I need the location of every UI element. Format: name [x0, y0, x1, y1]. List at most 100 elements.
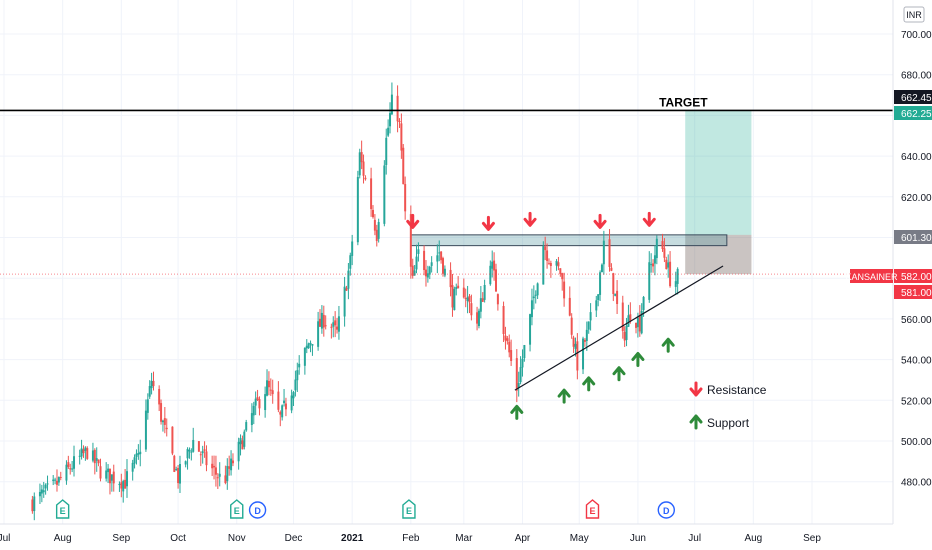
candle-body — [529, 314, 532, 345]
candle-body — [163, 418, 166, 425]
candle-body — [290, 395, 293, 411]
time-tick-label: Oct — [170, 533, 186, 544]
price-label-text: 581.00 — [901, 288, 932, 299]
candle-body — [600, 264, 603, 273]
time-tick-label: Apr — [515, 533, 531, 544]
candle-body — [124, 479, 127, 489]
price-label-tag — [894, 230, 932, 244]
candle-body — [303, 347, 306, 366]
candle-body — [572, 337, 575, 347]
candle-body — [332, 322, 335, 327]
price-axis[interactable]: 480.00500.00520.00540.00560.00580.00600.… — [845, 0, 932, 550]
candle-body — [443, 268, 446, 276]
price-tick-label: 540.00 — [901, 356, 932, 367]
price-tick-label: 640.00 — [901, 152, 932, 163]
candle-body — [676, 268, 679, 284]
candle-body — [243, 431, 246, 447]
candle-body — [203, 449, 206, 451]
candle-body — [674, 281, 677, 287]
candle-body — [231, 460, 234, 464]
time-tick-label: Jul — [688, 533, 701, 544]
candle-body — [377, 222, 380, 239]
candle-body — [356, 176, 359, 243]
price-tick-label: 520.00 — [901, 396, 932, 407]
candle-body — [597, 294, 600, 300]
time-axis[interactable]: Jul Aug Sep Oct Nov Dec 2021 Feb Mar Apr May Jun Jul… — [0, 499, 932, 550]
candle-body — [568, 297, 571, 316]
candle-body — [324, 325, 327, 327]
resistance-zone — [410, 234, 728, 247]
arrow-head — [523, 217, 537, 227]
arrow-head — [689, 387, 703, 397]
candle-body — [375, 229, 378, 241]
candle-body — [638, 315, 641, 332]
candle-body — [307, 343, 310, 349]
support-arrow-icon — [557, 388, 571, 404]
resistance-legend-icon — [689, 381, 703, 397]
candle-body — [536, 283, 539, 296]
candle-body — [667, 262, 670, 268]
candle-body — [453, 288, 456, 311]
candle-body — [97, 459, 100, 464]
event-shape — [657, 501, 675, 519]
candle-body — [283, 400, 286, 404]
price-label-tag — [894, 90, 932, 104]
candle-body — [160, 403, 163, 422]
candle-body — [258, 399, 261, 409]
event-letter: E — [406, 506, 412, 516]
candle-body — [515, 358, 518, 391]
candle-body — [65, 464, 68, 481]
candle-body — [78, 455, 81, 457]
candle-body — [343, 286, 346, 317]
candle-body — [387, 127, 390, 136]
candle-body — [669, 261, 672, 287]
price-label-tag — [894, 106, 932, 120]
candle-body — [494, 269, 497, 292]
candle-body — [462, 287, 465, 298]
candles — [31, 82, 679, 521]
candle-body — [440, 251, 443, 261]
candle-body — [218, 473, 221, 477]
candle-body — [371, 209, 374, 218]
candle-body — [144, 410, 147, 450]
candle-body — [602, 240, 605, 265]
candle-body — [464, 298, 467, 300]
candle-body — [547, 263, 550, 265]
candle-body — [481, 298, 484, 302]
candle-body — [489, 265, 492, 285]
time-tick-label: Feb — [402, 533, 420, 544]
time-tick-label: Nov — [228, 533, 246, 544]
candle-body — [228, 466, 231, 469]
arrow-head — [612, 366, 626, 376]
candle-body — [46, 483, 49, 485]
candle-body — [44, 484, 47, 489]
candle-body — [334, 320, 337, 326]
candle-body — [640, 310, 643, 334]
event-letter: E — [60, 506, 66, 516]
candle-body — [322, 314, 325, 328]
candle-body — [599, 272, 602, 295]
candle-body — [534, 294, 537, 296]
candle-body — [237, 441, 240, 462]
candle-body — [470, 303, 473, 316]
target-label: TARGET — [659, 95, 708, 109]
candle-body — [610, 267, 613, 271]
candle-body — [642, 296, 645, 310]
candle-body — [69, 468, 72, 470]
candle-body — [559, 268, 562, 275]
candle-body — [133, 457, 136, 464]
price-tick-label: 680.00 — [901, 71, 932, 82]
candle-body — [623, 331, 626, 341]
candle-body — [428, 266, 431, 275]
candle-body — [650, 264, 653, 266]
candle-body — [351, 241, 354, 256]
arrow-head — [582, 376, 596, 386]
candle-body — [653, 255, 656, 264]
support-arrow-icon — [631, 351, 645, 367]
candle-body — [546, 250, 549, 261]
time-tick-label: Sep — [803, 533, 821, 544]
stop-zone — [685, 234, 752, 275]
candle-body — [271, 390, 274, 395]
candle-body — [483, 284, 486, 300]
